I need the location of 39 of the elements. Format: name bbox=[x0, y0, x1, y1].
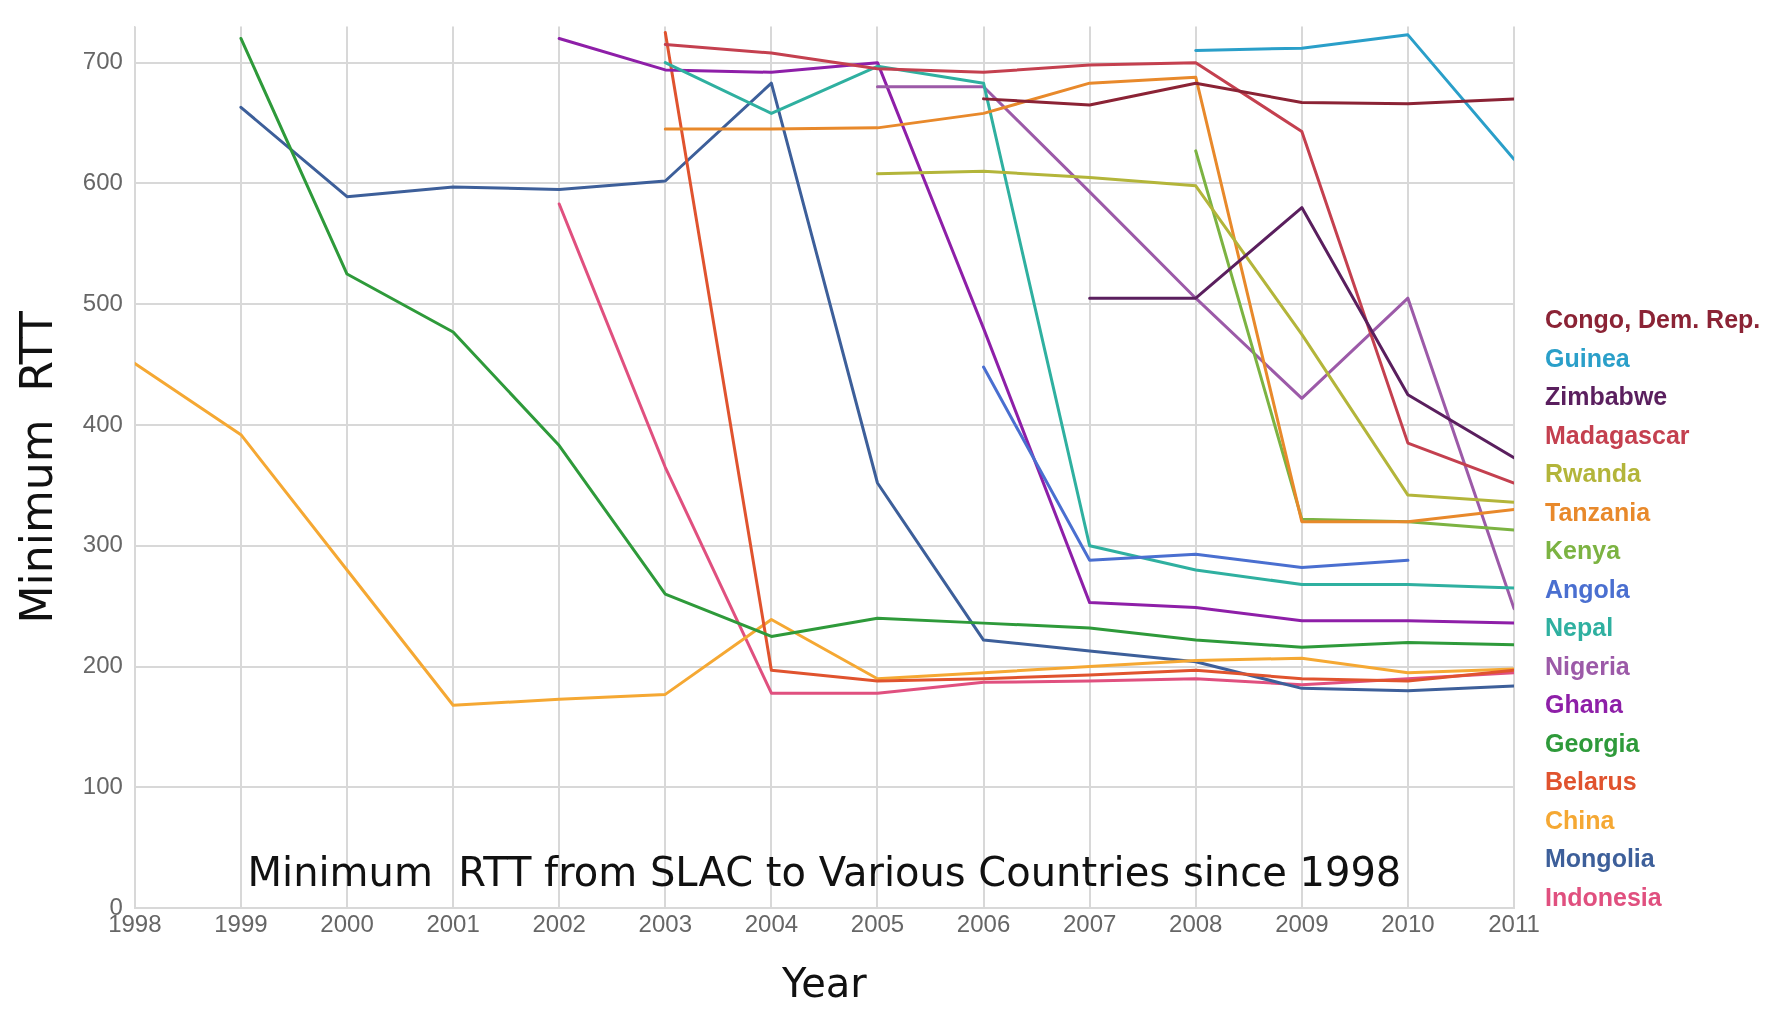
text: Belarus bbox=[1545, 766, 1638, 797]
x-tick-label: 2006 bbox=[956, 910, 1011, 938]
text: Guinea bbox=[1545, 342, 1631, 374]
text: Minimum RTT from SLAC to Various Countries since 1998 bbox=[247, 849, 1402, 896]
y-tick-label: 500 bbox=[82, 288, 123, 316]
x-tick-label: 2007 bbox=[1062, 910, 1117, 938]
x-tick-label: 2011 bbox=[1488, 910, 1540, 938]
text: Mongolia bbox=[1545, 843, 1656, 874]
text: Congo, Dem. Rep. bbox=[1545, 304, 1761, 335]
x-tick-label: 2003 bbox=[638, 910, 692, 938]
series-label: Nepal bbox=[1545, 612, 1615, 643]
series-label: Tanzania bbox=[1545, 496, 1652, 528]
series-label: Kenya bbox=[1545, 535, 1622, 566]
text: Zimbabwe bbox=[1545, 381, 1669, 412]
y-tick-label: 200 bbox=[82, 651, 123, 679]
y-tick-label: 700 bbox=[82, 47, 123, 75]
x-tick-label: 2009 bbox=[1275, 910, 1329, 938]
text: Nigeria bbox=[1545, 650, 1631, 682]
x-tick-label: 1999 bbox=[214, 910, 268, 938]
x-tick-label: 2002 bbox=[532, 910, 586, 938]
x-tick-label: 2005 bbox=[850, 910, 905, 938]
x-tick-label: 2000 bbox=[320, 910, 374, 938]
x-tick-label: 2004 bbox=[744, 910, 799, 938]
y-tick-label: 300 bbox=[82, 530, 123, 558]
text: Ghana bbox=[1545, 689, 1624, 720]
x-tick-label: 2001 bbox=[426, 910, 480, 938]
y-axis-title: Minimum RTT bbox=[10, 311, 62, 624]
text: Georgia bbox=[1545, 727, 1641, 759]
series-label: Rwanda bbox=[1545, 458, 1642, 489]
series-label: Madagascar bbox=[1545, 419, 1691, 451]
text: Indonesia bbox=[1545, 881, 1663, 913]
text: China bbox=[1545, 804, 1616, 836]
y-tick-label: 600 bbox=[82, 168, 123, 196]
x-axis-title: Year bbox=[781, 960, 868, 1007]
y-tick-label: 100 bbox=[82, 772, 123, 800]
x-tick-label: 2010 bbox=[1381, 910, 1435, 938]
y-tick-label: 400 bbox=[82, 409, 123, 437]
x-tick-label: 2008 bbox=[1169, 910, 1223, 938]
text: Angola bbox=[1545, 573, 1631, 605]
